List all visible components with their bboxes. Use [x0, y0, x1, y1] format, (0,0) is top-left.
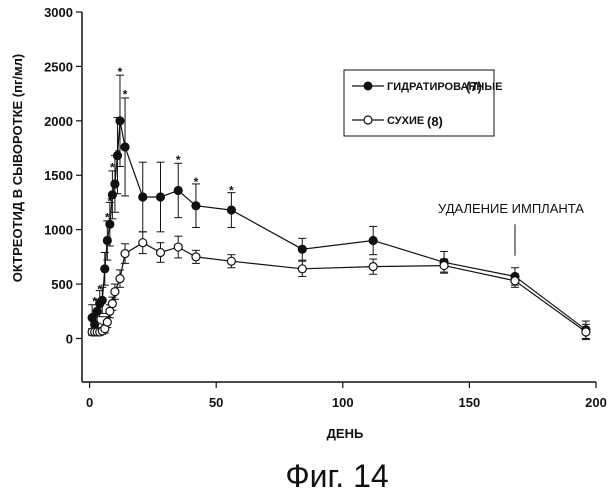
x-tick-label: 100: [332, 395, 354, 410]
y-tick-label: 3000: [44, 5, 73, 20]
significance-star: *: [108, 194, 113, 208]
y-tick-label: 1500: [44, 168, 73, 183]
significance-star: *: [110, 161, 115, 175]
data-point: [103, 237, 111, 245]
data-point: [156, 193, 164, 201]
data-point: [369, 237, 377, 245]
y-tick-label: 2500: [44, 59, 73, 74]
legend-marker-dry: [364, 116, 372, 124]
x-axis-label: ДЕНЬ: [327, 426, 364, 441]
data-point: [582, 328, 590, 336]
legend-marker-hydrated: [364, 82, 372, 90]
legend-label-dry: СУХИЕ: [387, 115, 424, 127]
data-point: [101, 265, 109, 273]
y-tick-label: 500: [51, 277, 73, 292]
data-point: [108, 300, 116, 308]
data-point: [116, 275, 124, 283]
data-point: [227, 206, 235, 214]
x-tick-label: 200: [585, 395, 607, 410]
figure-caption: Фиг. 14: [285, 458, 388, 494]
data-point: [298, 265, 306, 273]
legend: ГИДРАТИРОВАННЫЕ (7) СУХИЕ (8): [344, 70, 502, 136]
x-tick-label: 50: [209, 395, 223, 410]
data-point: [174, 243, 182, 251]
legend-count-hydrated: (7): [466, 79, 482, 94]
significance-star: *: [176, 153, 181, 167]
series-line: [92, 121, 586, 330]
significance-star: *: [92, 294, 97, 308]
data-point: [192, 202, 200, 210]
significance-star: *: [105, 211, 110, 225]
data-point: [192, 253, 200, 261]
x-tick-label: 0: [86, 395, 93, 410]
data-point: [227, 257, 235, 265]
legend-label-hydrated: ГИДРАТИРОВАННЫЕ: [387, 81, 502, 93]
significance-star: *: [123, 88, 128, 102]
data-point: [121, 250, 129, 258]
legend-count-dry: (8): [427, 114, 443, 129]
data-point: [174, 186, 182, 194]
data-point: [103, 318, 111, 326]
data-point: [98, 296, 106, 304]
y-axis-label: ОКТРЕОТИД В СЫВОРОТКЕ (пг/мл): [10, 54, 25, 282]
data-point: [111, 288, 119, 296]
implant-removal-label: УДАЛЕНИЕ ИМПЛАНТА: [438, 201, 584, 216]
data-point: [298, 245, 306, 253]
data-point: [511, 277, 519, 285]
x-tick-label: 150: [459, 395, 481, 410]
y-tick-label: 0: [66, 331, 73, 346]
data-point: [111, 180, 119, 188]
data-point: [139, 193, 147, 201]
significance-star: *: [97, 283, 102, 297]
y-tick-label: 1000: [44, 223, 73, 238]
significance-star: *: [194, 175, 199, 189]
data-point: [139, 239, 147, 247]
data-point: [91, 320, 99, 328]
data-point: [121, 143, 129, 151]
significance-star: *: [229, 183, 234, 197]
significance-star: *: [118, 65, 123, 79]
implant-removal-annotation: УДАЛЕНИЕ ИМПЛАНТА: [438, 201, 584, 256]
data-point: [440, 262, 448, 270]
data-point: [369, 263, 377, 271]
y-tick-label: 2000: [44, 114, 73, 129]
data-point: [156, 249, 164, 257]
data-point: [106, 307, 114, 315]
significance-star: *: [115, 146, 120, 160]
data-point: [116, 117, 124, 125]
